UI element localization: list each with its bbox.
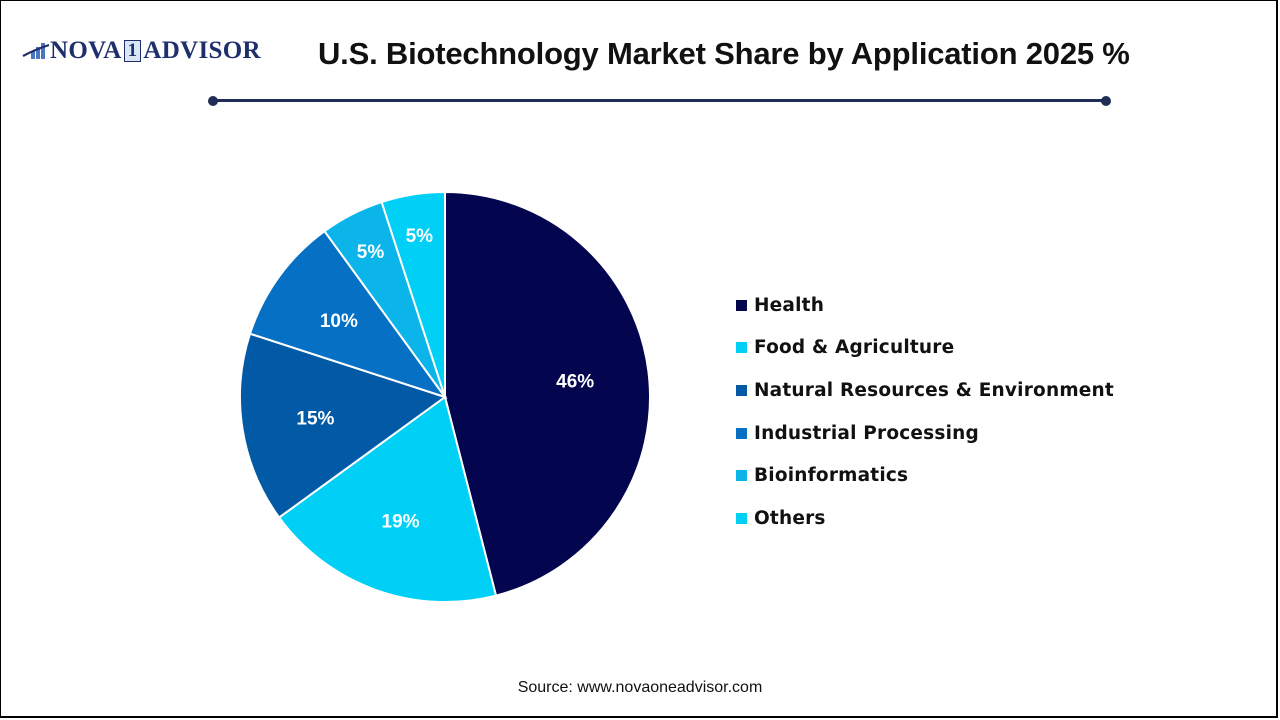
legend-item-industrial-processing: Industrial Processing: [736, 412, 1114, 455]
logo-suffix: ADVISOR: [143, 37, 261, 64]
legend-label: Food & Agriculture: [754, 337, 955, 359]
bar-chart-logo-icon: [22, 43, 50, 59]
divider-left-dot: [208, 96, 218, 106]
logo: NOVA 1 ADVISOR: [22, 36, 261, 66]
pie-slice-food-agriculture: [277, 395, 498, 603]
legend-label: Health: [754, 294, 825, 316]
legend-label: Bioinformatics: [754, 465, 909, 487]
logo-box: 1: [123, 40, 142, 62]
pie-slice-others: [380, 190, 446, 398]
legend-swatch: [736, 342, 747, 354]
legend-label: Natural Resources & Environment: [754, 379, 1114, 401]
slice-value-label: 10%: [320, 311, 358, 332]
slice-value-label: 15%: [296, 409, 334, 430]
slice-value-label: 46%: [556, 372, 594, 393]
legend-label: Others: [754, 507, 826, 529]
legend-item-others: Others: [736, 497, 1114, 540]
pie-slice-natural-resources-environment: [239, 332, 448, 519]
chart-title: U.S. Biotechnology Market Share by Appli…: [318, 36, 1130, 71]
legend-swatch: [736, 299, 747, 311]
legend-item-health: Health: [736, 284, 1114, 327]
slice-value-label: 5%: [357, 242, 385, 263]
legend-item-natural-resources: Natural Resources & Environment: [736, 369, 1114, 412]
logo-prefix: NOVA: [50, 37, 122, 64]
title-divider: [213, 99, 1106, 102]
pie-slice-industrial-processing: [248, 229, 448, 399]
legend-swatch: [736, 512, 747, 524]
source-note: Source: www.novaoneadvisor.com: [517, 679, 763, 696]
legend-item-food-agriculture: Food & Agriculture: [736, 327, 1114, 370]
legend-swatch: [736, 470, 747, 482]
legend-label: Industrial Processing: [754, 422, 979, 444]
legend: Health Food & Agriculture Natural Resour…: [736, 284, 1114, 540]
legend-swatch: [736, 427, 747, 439]
slice-value-label: 5%: [406, 226, 434, 247]
legend-item-bioinformatics: Bioinformatics: [736, 454, 1114, 497]
pie-slice-health: [444, 190, 651, 597]
legend-swatch: [736, 384, 747, 396]
divider-right-dot: [1101, 96, 1111, 106]
slice-value-label: 19%: [382, 511, 420, 532]
